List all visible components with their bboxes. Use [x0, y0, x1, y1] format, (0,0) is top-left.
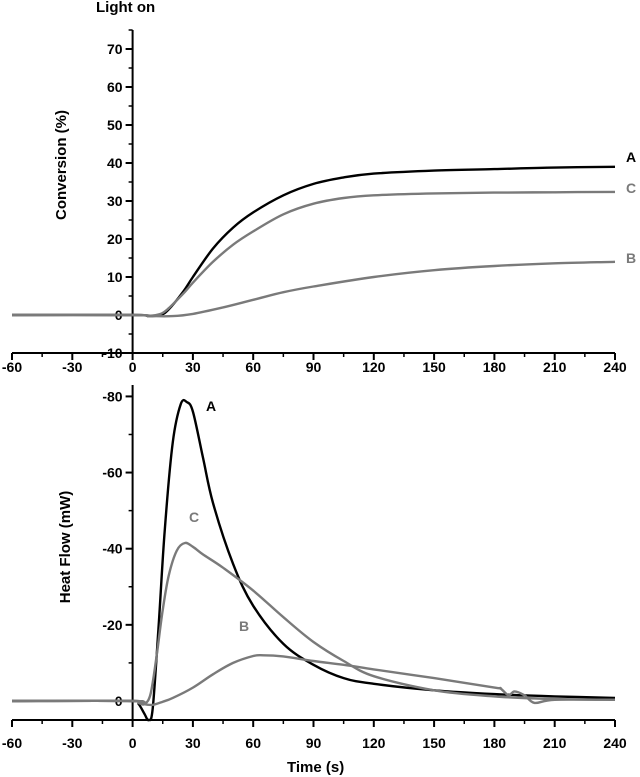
series-line-a [11, 398, 616, 722]
y-axis-title: Heat Flow (mW) [57, 491, 74, 604]
series-label-b: B [626, 250, 636, 266]
x-tick-label: 120 [362, 735, 386, 751]
x-tick-label: 150 [422, 735, 446, 751]
y-tick-label: -40 [102, 541, 122, 557]
x-tick-label: 90 [306, 735, 322, 751]
x-tick-label: 60 [245, 359, 261, 375]
x-tick-label: 210 [543, 359, 567, 375]
x-tick-label: -60 [2, 735, 22, 751]
y-tick-label: 30 [107, 193, 123, 209]
x-tick-label: 210 [543, 735, 567, 751]
series-line-a [11, 165, 616, 318]
x-tick-label: 180 [483, 735, 507, 751]
x-tick-label: 150 [422, 359, 446, 375]
x-tick-label: 0 [129, 359, 137, 375]
y-tick-label: 20 [107, 231, 123, 247]
y-tick-label: 50 [107, 117, 123, 133]
conversion-panel: -60 -30 0 30 60 90 120 150 180 210 240-10010203040… [2, 0, 636, 375]
x-tick-label: 30 [185, 359, 201, 375]
y-tick-label: -20 [102, 617, 122, 633]
x-tick-label: 60 [245, 735, 261, 751]
series-label-a: A [206, 398, 216, 414]
y-tick-label: -80 [102, 388, 122, 404]
series-label-c: C [626, 180, 636, 196]
x-axis-title: Time (s) [287, 759, 344, 776]
series-line-b [11, 653, 616, 707]
y-tick-label: 40 [107, 155, 123, 171]
series-line-c [11, 541, 616, 706]
series-line-c [11, 190, 616, 318]
x-tick-label: 0 [129, 735, 137, 751]
x-tick-label: 120 [362, 359, 386, 375]
y-tick-label: -60 [102, 465, 122, 481]
x-tick-label: -30 [62, 359, 82, 375]
series-line-b [11, 260, 616, 318]
x-tick-label: 90 [306, 359, 322, 375]
series-label-b: B [239, 618, 249, 634]
x-tick-label: 180 [483, 359, 507, 375]
x-tick-label: -60 [2, 359, 22, 375]
y-tick-label: 60 [107, 79, 123, 95]
y-tick-label: -10 [102, 345, 122, 361]
heat-flow-panel: -60 -30 0 30 60 90 120 150 180 210 2400-20-40-60-8… [2, 385, 627, 776]
light-on-annotation: Light on [96, 0, 155, 16]
x-tick-label: 240 [603, 735, 627, 751]
y-tick-label: 70 [107, 41, 123, 57]
y-tick-label: 10 [107, 269, 123, 285]
y-axis-title: Conversion (%) [53, 110, 70, 220]
series-label-c: C [189, 509, 199, 525]
x-tick-label: -30 [62, 735, 82, 751]
x-tick-label: 30 [185, 735, 201, 751]
x-tick-label: 240 [603, 359, 627, 375]
series-label-a: A [626, 149, 636, 165]
